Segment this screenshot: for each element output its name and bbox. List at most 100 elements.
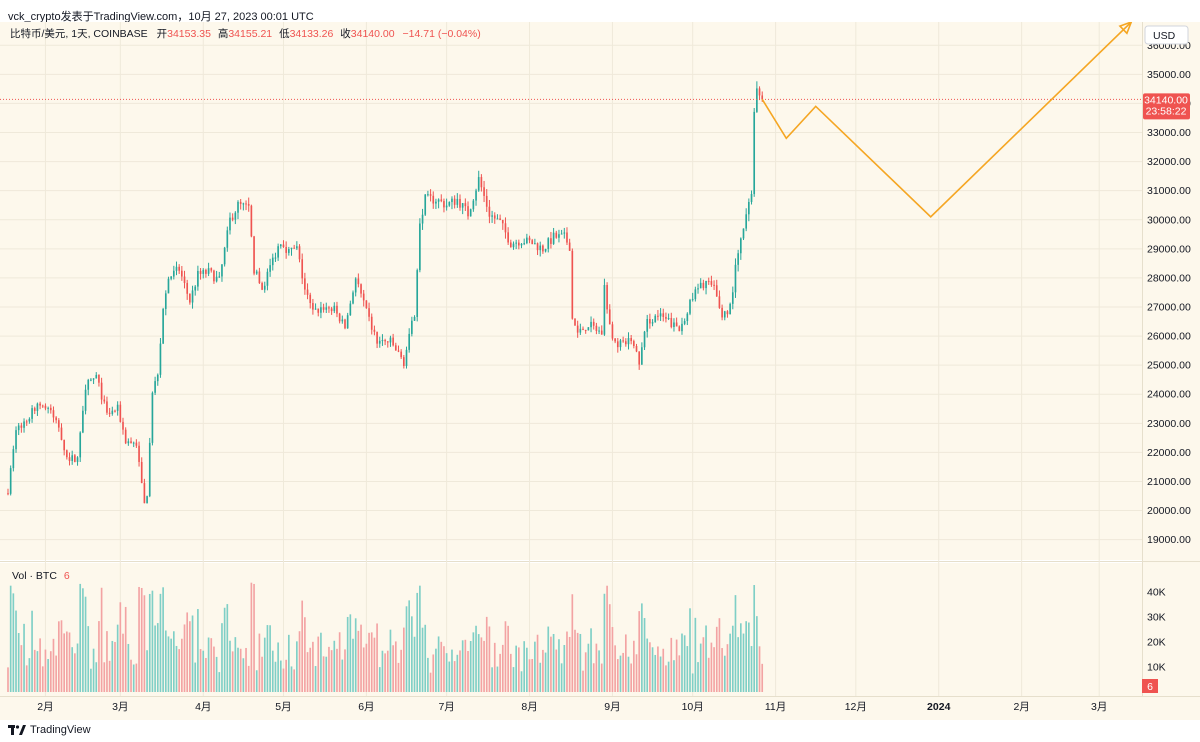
volume-bar xyxy=(579,633,582,692)
candle-body xyxy=(271,257,274,266)
candle-body xyxy=(483,187,485,196)
volume-bar xyxy=(729,633,731,692)
candle-body xyxy=(167,278,170,294)
volume-bar xyxy=(344,649,346,692)
time-tick-label: 12月 xyxy=(845,701,867,713)
volume-bar xyxy=(151,590,154,692)
volume-bar xyxy=(638,611,641,692)
volume-bar xyxy=(635,654,638,692)
candle-body xyxy=(606,285,608,310)
candle-body xyxy=(528,237,531,241)
volume-legend[interactable]: Vol · BTC 6 xyxy=(12,570,70,582)
price-tick-label: 35000.00 xyxy=(1147,69,1191,81)
candle-body xyxy=(218,276,221,278)
candle-body xyxy=(277,246,279,258)
candle-body xyxy=(98,374,100,383)
volume-bar xyxy=(55,655,57,692)
candle-body xyxy=(381,340,384,342)
candle-body xyxy=(76,457,79,462)
candle-body xyxy=(92,378,95,380)
volume-bar xyxy=(563,644,566,692)
volume-bar xyxy=(584,652,587,692)
volume-bar xyxy=(47,659,49,692)
volume-bar xyxy=(582,670,584,692)
candle-body xyxy=(333,305,336,312)
candle-body xyxy=(378,340,381,344)
volume-bar xyxy=(400,649,402,692)
candle-body xyxy=(135,442,138,446)
projection-arrow-head[interactable] xyxy=(1118,20,1133,35)
open-label: 开 xyxy=(157,28,168,40)
volume-bar xyxy=(499,653,501,692)
candle-body xyxy=(397,350,400,352)
volume-bar xyxy=(571,594,574,692)
candle-body xyxy=(336,305,338,314)
price-tick-label: 26000.00 xyxy=(1147,331,1191,343)
candle-body xyxy=(175,266,178,271)
currency-button-frame[interactable] xyxy=(1144,25,1189,45)
candle-body xyxy=(619,340,622,348)
volume-bar xyxy=(44,649,47,692)
candle-body xyxy=(346,315,349,329)
candle-body xyxy=(493,215,496,219)
grid xyxy=(0,22,1142,696)
volume-bar xyxy=(531,658,534,692)
candle-body xyxy=(542,245,544,252)
candle-body xyxy=(649,319,651,324)
candle-body xyxy=(689,299,691,314)
volume-bar xyxy=(622,652,624,692)
volume-bar xyxy=(138,586,140,692)
candle-body xyxy=(469,209,472,217)
volume-bar xyxy=(231,651,234,692)
candle-body xyxy=(253,236,255,274)
close-value: 34140.00 xyxy=(351,28,395,40)
projection-arrow-path[interactable] xyxy=(761,21,1132,218)
candle-body xyxy=(229,217,231,231)
tradingview-logo[interactable]: TradingView xyxy=(8,724,91,736)
price-chart[interactable]: 19000.00 20000.00 21000.00 22000.00 23000.00… xyxy=(0,20,1200,720)
volume-bar xyxy=(630,663,632,692)
currency-button[interactable]: USD xyxy=(1153,30,1176,42)
volume-bar xyxy=(477,634,480,692)
volume-bar xyxy=(57,621,60,692)
volume-bar xyxy=(255,670,258,692)
candle-body xyxy=(285,247,287,253)
volume-bar xyxy=(287,634,290,692)
volume-bar xyxy=(52,638,55,692)
volume-bar xyxy=(338,632,341,692)
volume-axis[interactable]: 10K 20K 30K 40K xyxy=(1147,587,1166,674)
candle-body xyxy=(154,381,156,393)
volume-bar xyxy=(317,636,320,692)
volume-bar xyxy=(103,662,106,692)
volume-bars xyxy=(7,582,764,692)
candle-body xyxy=(151,392,154,443)
candle-body xyxy=(250,205,253,237)
volume-bar xyxy=(92,648,95,692)
candle-body xyxy=(306,289,309,295)
candle-body xyxy=(534,243,536,245)
volume-bar xyxy=(520,671,523,692)
price-axis-background[interactable] xyxy=(1142,22,1200,696)
candles xyxy=(7,81,764,504)
time-axis-background[interactable] xyxy=(0,696,1200,720)
volume-bar xyxy=(362,647,365,692)
time-tick-label: 8月 xyxy=(521,701,537,713)
time-axis[interactable]: 2月 3月 4月 5月 6月 7月 8月 9月 10月 11月 12月 2024 2月 3月 xyxy=(37,701,1107,713)
chart-area[interactable]: 19000.00 20000.00 21000.00 22000.00 23000.00… xyxy=(0,20,1200,720)
candle-body xyxy=(544,248,547,252)
volume-bar xyxy=(210,638,213,692)
volume-bar xyxy=(678,655,681,692)
candle-body xyxy=(360,284,362,294)
candle-body xyxy=(194,286,197,291)
volume-bar xyxy=(568,636,571,692)
volume-bar xyxy=(654,654,657,692)
price-pane-background[interactable] xyxy=(0,22,1142,560)
candle-body xyxy=(670,318,673,328)
volume-value-badge: 6 xyxy=(1147,681,1153,693)
volume-bar xyxy=(592,663,595,692)
symbol-legend[interactable]: 比特币/美元, 1天, COINBASE 开34153.35 高34155.21… xyxy=(10,27,481,40)
volume-bar xyxy=(95,662,98,692)
candle-body xyxy=(114,410,116,412)
volume-bar xyxy=(616,659,619,692)
candle-body xyxy=(702,282,705,289)
